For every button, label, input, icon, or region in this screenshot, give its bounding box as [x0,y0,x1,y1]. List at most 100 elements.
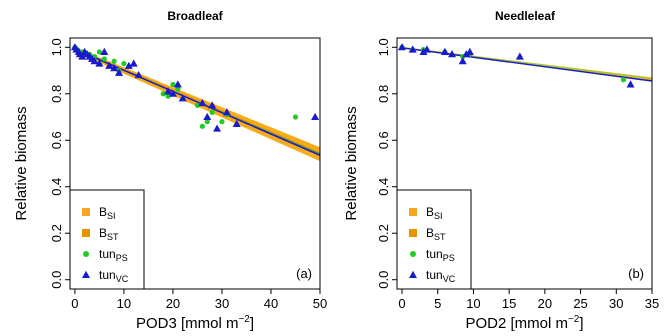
x-tick-label: 20 [166,296,180,311]
data-point-triangle [222,108,231,116]
x-axis-label-main: POD3 [mmol m [136,315,239,332]
x-axis-label-sup: −2 [238,314,250,325]
y-tick-label: 1.0 [49,38,64,56]
data-point-triangle [105,61,114,69]
y-tick-label: 0.0 [376,271,391,289]
data-point-triangle [110,64,119,72]
y-tick-label: 0.8 [49,85,64,103]
data-point-circle [620,77,627,83]
legend-label: tunVC [426,268,456,284]
data-point-circle [199,123,205,129]
data-point-triangle [78,52,87,60]
data-point-triangle [458,57,467,65]
y-axis-label: Relative biomass [13,106,30,220]
data-point-circle [209,109,215,115]
data-point-triangle [465,47,474,55]
legend-marker-triangle [82,270,90,278]
data-point-circle [292,114,299,120]
legend-label-sub: ST [107,232,119,242]
data-point-triangle [515,52,524,60]
x-tick-label: 5 [434,296,441,311]
legend-label-base: tun [99,247,116,261]
legend-label-sub: PS [443,253,455,263]
chart-title: Broadleaf [167,9,223,23]
legend-marker-triangle [409,270,417,278]
x-axis-label: POD2 [mmol m−2] [465,314,583,332]
data-point-triangle [626,80,635,88]
y-tick-label: 0.6 [376,131,391,149]
x-tick-label: 40 [264,296,278,311]
x-tick-label: 10 [466,296,480,311]
fit-line [74,47,320,154]
legend-box [396,189,472,290]
y-tick-label: 1.0 [376,38,391,56]
legend-label: tunPS [426,247,455,263]
legend-label-base: tun [426,247,443,261]
legend-label-base: B [426,226,434,240]
data-point-triangle [208,101,217,109]
data-point-triangle [448,50,456,58]
data-point-circle [111,58,117,64]
data-point-triangle [124,61,133,69]
y-tick-label: 0.4 [376,178,391,196]
plot-area [398,43,652,88]
y-tick-label: 0.6 [49,131,64,149]
data-point-circle [170,81,176,88]
legend-label: tunVC [99,268,129,284]
x-tick-label: 30 [609,296,623,311]
x-axis-label-end: ] [250,315,254,332]
data-point-triangle [198,98,207,107]
legend-marker-circle [410,251,416,257]
data-point-triangle [203,112,212,121]
legend-label: BSI [99,205,116,221]
legend-box [69,189,145,290]
data-point-triangle [115,68,124,76]
data-point-triangle [178,94,187,102]
legend-label-base: B [99,226,107,240]
legend-label-sub: ST [434,232,446,242]
plot-area [70,43,320,162]
data-point-triangle [213,124,222,132]
legend-label-base: tun [99,268,116,282]
data-point-triangle [168,89,177,97]
legend-label: BST [426,226,446,242]
legend-marker-circle [83,251,89,257]
panel-a: Broadleaf 0 10 20 30 40 50 0.0 0.2 0.4 0.6 0.8 1.0 PO… [13,9,327,332]
x-axis-label-end: ] [579,315,583,332]
x-tick-label: 50 [313,296,327,311]
legend-label-base: tun [426,268,443,282]
data-point-circle [96,49,103,55]
y-tick-label: 0.2 [376,224,391,242]
data-point-circle [165,93,171,99]
data-point-circle [219,119,225,125]
x-tick-label: 30 [215,296,229,311]
data-point-triangle [419,47,428,55]
plot-frame [69,37,321,290]
panel-label: (b) [628,266,644,281]
legend-label-base: B [426,205,434,219]
data-point-triangle [129,59,138,67]
plot-frame [396,37,653,290]
y-axis-label: Relative biomass [343,106,360,220]
data-point-triangle [173,80,182,88]
legend-label-base: B [99,205,107,219]
legend-marker-square [82,208,90,216]
legend-marker-square [409,208,417,216]
y-tick-label: 0.2 [49,224,64,242]
legend-label-sub: PS [116,253,128,263]
data-point-triangle [440,47,449,55]
data-point-triangle [408,45,417,53]
x-tick-label: 15 [502,296,516,311]
x-tick-label: 10 [117,296,131,311]
legend-label-sub: SI [107,211,116,221]
data-point-triangle [232,119,241,127]
panel-label: (a) [296,266,312,281]
x-tick-label: 25 [573,296,587,311]
x-axis-label: POD3 [mmol m−2] [136,314,254,332]
data-point-triangle [462,50,471,58]
data-point-triangle [90,57,99,65]
data-point-circle [204,119,210,125]
